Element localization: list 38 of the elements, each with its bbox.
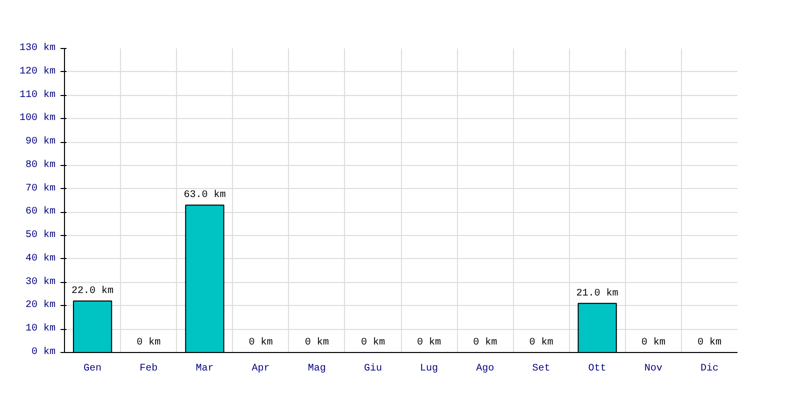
- data-label: 0 km: [136, 336, 161, 348]
- y-tick-label: 120 km: [19, 65, 56, 78]
- y-tick-label: 10 km: [25, 322, 56, 335]
- x-tick-label: Set: [532, 364, 550, 374]
- data-label: 0 km: [473, 336, 498, 348]
- y-tick-label: 90 km: [25, 136, 56, 148]
- y-tick-label: 110 km: [19, 88, 56, 101]
- y-tick-label: 100 km: [19, 112, 56, 124]
- x-tick-label: Giu: [364, 362, 382, 374]
- data-label: 21.0 km: [576, 287, 618, 300]
- data-label: 0 km: [304, 336, 329, 348]
- data-label: 0 km: [697, 336, 722, 348]
- x-tick-label: Dic: [700, 362, 718, 374]
- data-label: 0 km: [529, 336, 554, 348]
- y-tick-label: 80 km: [25, 158, 56, 171]
- x-tick-label: Lug: [420, 364, 438, 374]
- x-tick-label: Feb: [140, 362, 158, 374]
- data-label: 0 km: [248, 336, 273, 348]
- y-tick-label: 30 km: [25, 276, 56, 288]
- y-tick-label: 0 km: [31, 346, 56, 358]
- y-tick-label: 20 km: [25, 299, 56, 312]
- y-tick-label: 60 km: [25, 206, 56, 218]
- data-label: 63.0 km: [184, 189, 226, 202]
- x-tick-label: Gen: [84, 364, 102, 374]
- x-tick-label: Mag: [308, 364, 326, 374]
- x-tick-label: Apr: [252, 364, 270, 374]
- data-label: 0 km: [417, 336, 442, 348]
- data-label: 0 km: [360, 336, 385, 348]
- x-tick-label: Nov: [644, 364, 662, 374]
- data-label: 0 km: [641, 336, 666, 348]
- data-label: 22.0 km: [72, 285, 114, 298]
- x-tick-label: Mar: [196, 364, 214, 374]
- y-tick-label: 70 km: [25, 182, 56, 194]
- x-tick-label: Ott: [588, 364, 606, 374]
- x-tick-label: Ago: [476, 364, 494, 374]
- y-tick-label: 50 km: [25, 229, 56, 242]
- y-tick-label: 40 km: [25, 252, 56, 264]
- y-tick-label: 130 km: [19, 42, 56, 54]
